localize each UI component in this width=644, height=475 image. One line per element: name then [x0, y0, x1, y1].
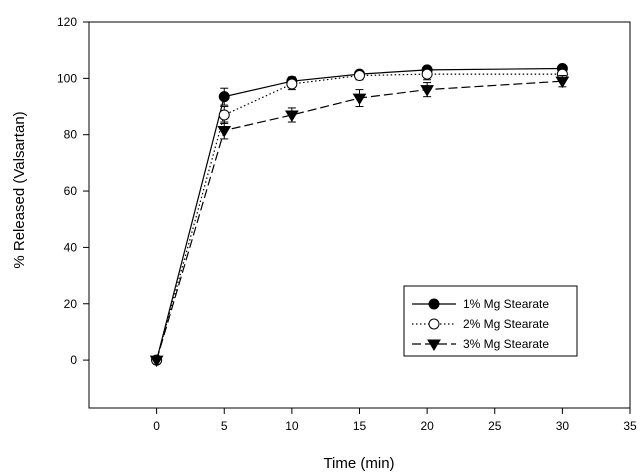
- data-point: [218, 109, 230, 121]
- series-2: [151, 67, 568, 366]
- y-tick-label: 0: [70, 353, 77, 367]
- data-point: [555, 76, 570, 89]
- x-tick-label: 20: [420, 419, 434, 433]
- legend-item: 1% Mg Stearate: [412, 297, 549, 311]
- series-line: [156, 80, 563, 361]
- legend-marker: [427, 339, 441, 351]
- x-tick-label: 30: [556, 419, 570, 433]
- data-point: [421, 68, 433, 80]
- y-tick-label: 100: [57, 71, 77, 85]
- series-3: [149, 75, 570, 368]
- legend-label: 3% Mg Stearate: [463, 337, 549, 351]
- series-line: [156, 67, 563, 361]
- y-tick-label: 80: [64, 128, 78, 142]
- x-tick-label: 25: [488, 419, 502, 433]
- data-point: [286, 78, 298, 90]
- data-point: [354, 70, 365, 82]
- legend: 1% Mg Stearate 2% Mg Stearate 3% Mg Steara…: [403, 285, 578, 357]
- data-point: [149, 355, 164, 368]
- legend-label: 2% Mg Stearate: [463, 317, 549, 331]
- y-tick-label: 60: [64, 184, 78, 198]
- x-axis-title: Time (min): [323, 455, 394, 472]
- data-point: [218, 91, 230, 103]
- y-axis-title: % Released (Valsartan): [11, 111, 28, 268]
- data-point: [420, 85, 435, 97]
- data-point: [352, 93, 367, 106]
- legend-item: 2% Mg Stearate: [412, 317, 549, 331]
- legend-label: 1% Mg Stearate: [463, 297, 549, 311]
- legend-item: 3% Mg Stearate: [412, 337, 549, 351]
- y-tick-label: 120: [57, 15, 77, 29]
- x-tick-label: 10: [285, 419, 299, 433]
- y-tick-label: 20: [64, 297, 78, 311]
- data-point: [217, 125, 232, 138]
- legend-marker: [428, 318, 440, 330]
- y-tick-label: 40: [64, 240, 78, 254]
- x-tick-label: 0: [153, 419, 160, 433]
- x-tick-label: 35: [623, 419, 637, 433]
- legend-marker: [428, 298, 440, 310]
- x-tick-label: 5: [221, 419, 228, 433]
- x-tick-label: 15: [353, 419, 367, 433]
- data-point: [284, 110, 299, 122]
